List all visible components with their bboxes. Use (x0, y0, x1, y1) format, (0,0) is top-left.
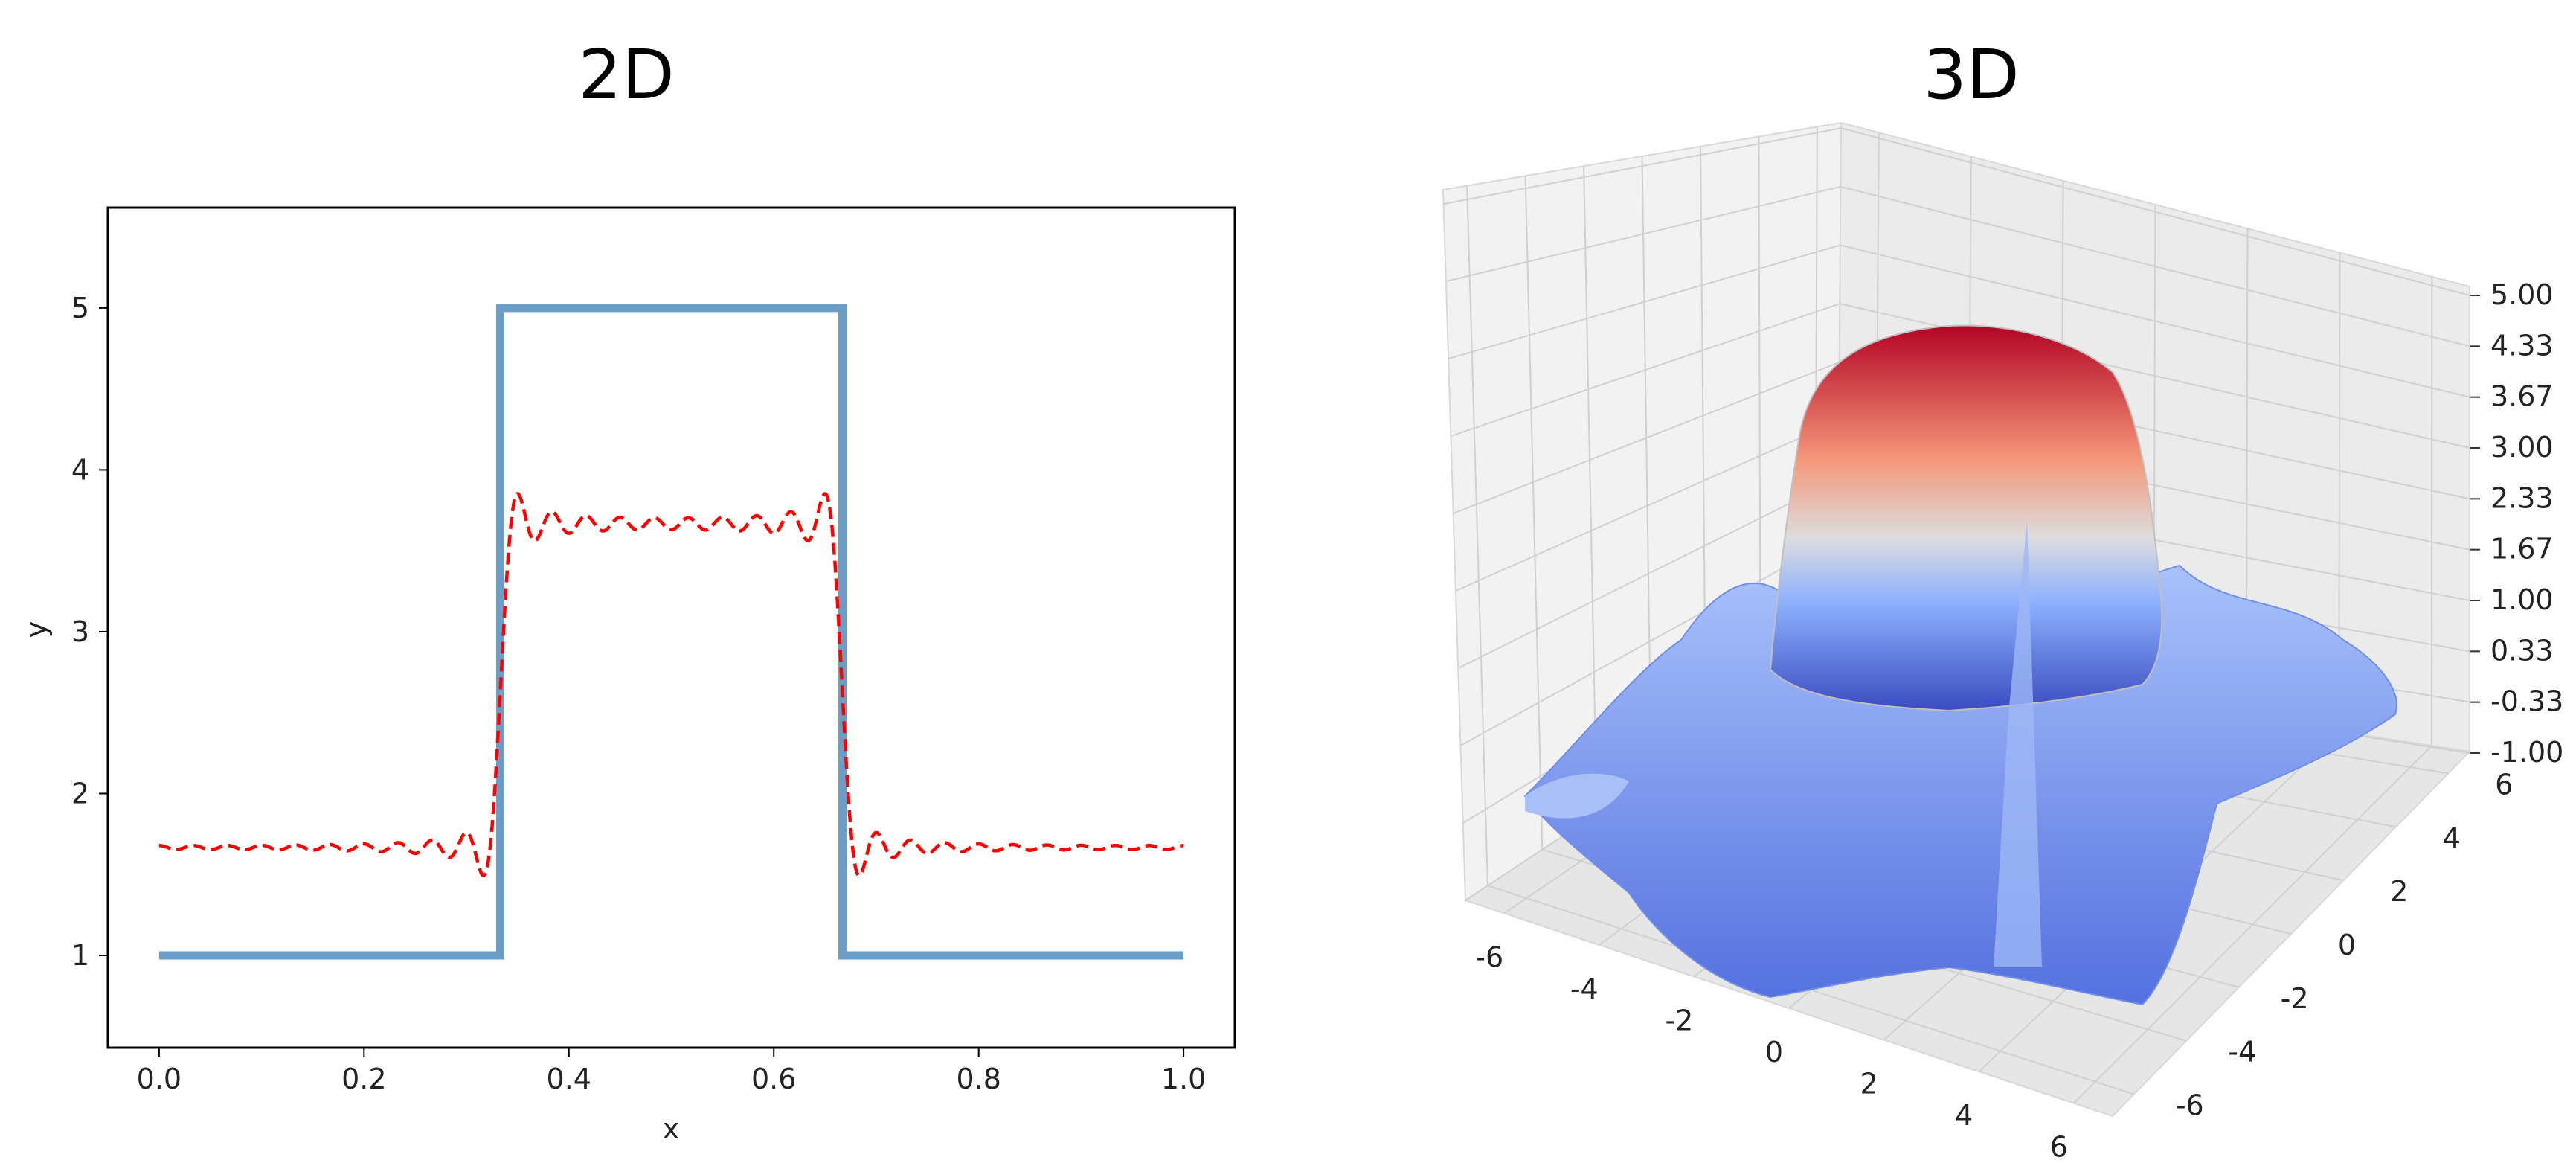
xtick-label-3d: 6 (2050, 1131, 2068, 1164)
ytick-label-3d: 4 (2443, 821, 2461, 854)
ytick-label-3d: 0 (2338, 929, 2356, 961)
ytick-label: 5 (71, 292, 89, 324)
ztick-label: 5.00 (2490, 278, 2554, 311)
ztick-label: 1.67 (2490, 533, 2554, 566)
y-gridline-back (1524, 176, 1544, 850)
xtick-label: 0.8 (956, 1063, 1000, 1095)
z-gridline (1443, 127, 2470, 296)
xtick-label-3d: -6 (1475, 941, 1503, 973)
ztick-label: 4.33 (2490, 329, 2554, 362)
ytick-label-3d: -2 (2281, 982, 2309, 1015)
chart-3d: 3D -1.00 -0.33 0.33 1.00 1.67 2.33 3.00 3.67 4.3… (1442, 35, 2563, 1164)
surface-center-spike (1994, 521, 2042, 967)
ytick-label-3d: 6 (2495, 768, 2513, 801)
xtick-label-3d: 4 (1955, 1099, 1973, 1132)
xtick-label: 0.6 (751, 1063, 796, 1095)
chart-2d-series (158, 304, 1184, 960)
chart-2d: 2D 0.0 0.2 0.4 0.6 0.8 1.0 1 2 3 4 5 x y (20, 35, 1236, 1145)
series-fourier-approximation (158, 492, 1184, 878)
chart-2d-xlabel: x (663, 1112, 680, 1145)
y-gridline-back (1466, 185, 1488, 886)
ztick-label: 3.00 (2490, 431, 2554, 464)
ytick-label: 3 (71, 615, 89, 648)
surface-plateau (1769, 324, 2163, 712)
xtick-label-3d: -2 (1665, 1004, 1693, 1037)
ytick-label: 2 (71, 777, 89, 810)
xtick-label-3d: 0 (1765, 1036, 1783, 1069)
z-gridline (1445, 185, 2470, 347)
ztick-label: 1.00 (2490, 583, 2554, 616)
ytick-label-3d: 2 (2390, 875, 2408, 908)
xtick-label-3d: 2 (1860, 1068, 1878, 1101)
surface-left-tail (1525, 773, 1629, 819)
ytick-label: 1 (71, 939, 89, 972)
z-gridline (1451, 303, 2470, 449)
xtick-label: 0.4 (547, 1063, 591, 1095)
ytick-label-3d: -6 (2176, 1089, 2204, 1122)
surface (1523, 324, 2397, 1006)
chart-3d-ticks: -1.00 -0.33 0.33 1.00 1.67 2.33 3.00 3.67 4.33 5.… (1475, 278, 2563, 1164)
ytick-label-3d: -4 (2228, 1036, 2256, 1069)
chart-2d-ylabel: y (20, 621, 53, 638)
ztick-label: 3.67 (2490, 380, 2554, 413)
xtick-label: 0.0 (137, 1063, 182, 1095)
xtick-label: 0.2 (341, 1063, 386, 1095)
xtick-label: 1.0 (1161, 1063, 1206, 1095)
ztick-label: 0.33 (2490, 634, 2554, 667)
ztick-label: 2.33 (2490, 481, 2554, 514)
series-square-wave (158, 304, 1184, 960)
chart-2d-axes-frame (106, 206, 1236, 1049)
z-gridline (1448, 244, 2470, 398)
chart-2d-ticks: 0.0 0.2 0.4 0.6 0.8 1.0 1 2 3 4 5 (71, 292, 1207, 1095)
chart-2d-title: 2D (578, 35, 674, 115)
ytick-label: 4 (71, 453, 89, 486)
y-gridline-back (1583, 166, 1598, 814)
ztick-label: -1.00 (2490, 736, 2563, 769)
ztick-label: -0.33 (2490, 685, 2563, 718)
chart-3d-title: 3D (1923, 35, 2019, 115)
xtick-label-3d: -4 (1570, 973, 1599, 1005)
